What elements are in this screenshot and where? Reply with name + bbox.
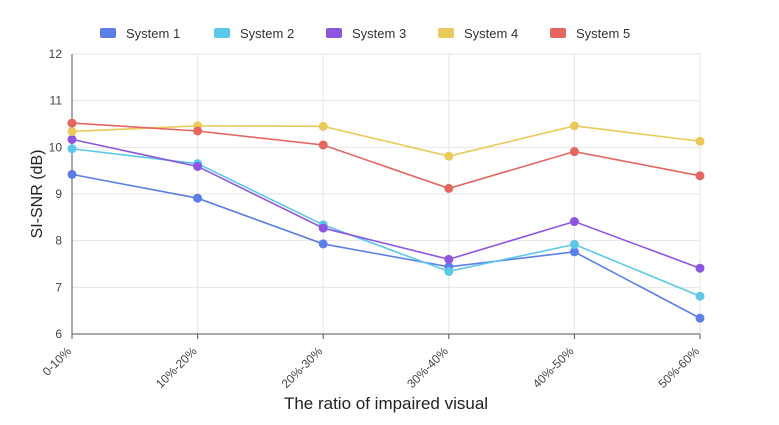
data-point (569, 147, 579, 157)
series-line (71, 173, 701, 319)
legend-item-5: System 5 (550, 26, 630, 41)
data-point (569, 247, 579, 257)
axes: 6 7 8 9 10 11 12 0-10% 10%-20% 20%-30% 30%-40% 40%-… (40, 47, 703, 391)
series-2 (67, 144, 705, 301)
legend-label: System 2 (240, 26, 294, 41)
data-point (444, 266, 454, 276)
legend-label: System 3 (352, 26, 406, 41)
legend-item-4: System 4 (438, 26, 518, 41)
legend-swatch (100, 28, 116, 38)
data-point (695, 291, 705, 301)
y-tick-label: 9 (55, 187, 62, 201)
legend-item-1: System 1 (100, 26, 180, 41)
series-3 (67, 134, 705, 273)
data-point (193, 161, 203, 171)
x-tick-label: 50%-60% (655, 344, 702, 391)
data-point (444, 183, 454, 193)
legend-item-2: System 2 (214, 26, 294, 41)
x-axis-title: The ratio of impaired visual (284, 394, 488, 413)
data-point (318, 239, 328, 249)
series-line (71, 125, 701, 158)
legend-label: System 1 (126, 26, 180, 41)
data-point (569, 239, 579, 249)
legend-swatch (438, 28, 454, 38)
data-point (67, 118, 77, 128)
legend-item-3: System 3 (326, 26, 406, 41)
series-line (71, 138, 701, 269)
data-point (67, 144, 77, 154)
data-point (569, 217, 579, 227)
data-point (67, 134, 77, 144)
legend: System 1 System 2 System 3 System 4 System 5 (100, 26, 630, 41)
data-point (444, 151, 454, 161)
y-tick-label: 7 (55, 280, 62, 294)
data-point (193, 193, 203, 203)
x-tick-label: 10%-20% (153, 344, 200, 391)
legend-swatch (214, 28, 230, 38)
data-point (695, 136, 705, 146)
y-tick-label: 11 (50, 94, 63, 108)
legend-label: System 5 (576, 26, 630, 41)
y-tick-label: 6 (55, 327, 62, 341)
data-point (67, 169, 77, 179)
series-4 (67, 121, 705, 161)
y-tick-label: 10 (49, 140, 63, 154)
data-point (695, 171, 705, 181)
series-group (67, 118, 705, 323)
grid (72, 53, 701, 334)
x-tick-label: 20%-30% (279, 344, 326, 391)
y-tick-label: 8 (55, 234, 62, 248)
x-tick-label: 40%-50% (530, 344, 577, 391)
data-point (318, 140, 328, 150)
series-line (71, 147, 701, 297)
data-point (67, 126, 77, 136)
y-axis-title: SI-SNR (dB) (29, 150, 46, 239)
legend-label: System 4 (464, 26, 518, 41)
legend-swatch (550, 28, 566, 38)
x-tick-label: 0-10% (40, 344, 75, 379)
data-point (695, 313, 705, 323)
series-1 (67, 169, 705, 323)
data-point (569, 121, 579, 131)
series-5 (67, 118, 705, 193)
legend-swatch (326, 28, 342, 38)
data-point (193, 126, 203, 136)
data-point (318, 223, 328, 233)
data-point (695, 263, 705, 273)
series-line (71, 122, 701, 190)
x-tick-label: 30%-40% (404, 344, 451, 391)
data-point (444, 254, 454, 264)
y-tick-label: 12 (49, 47, 63, 61)
data-point (318, 121, 328, 131)
